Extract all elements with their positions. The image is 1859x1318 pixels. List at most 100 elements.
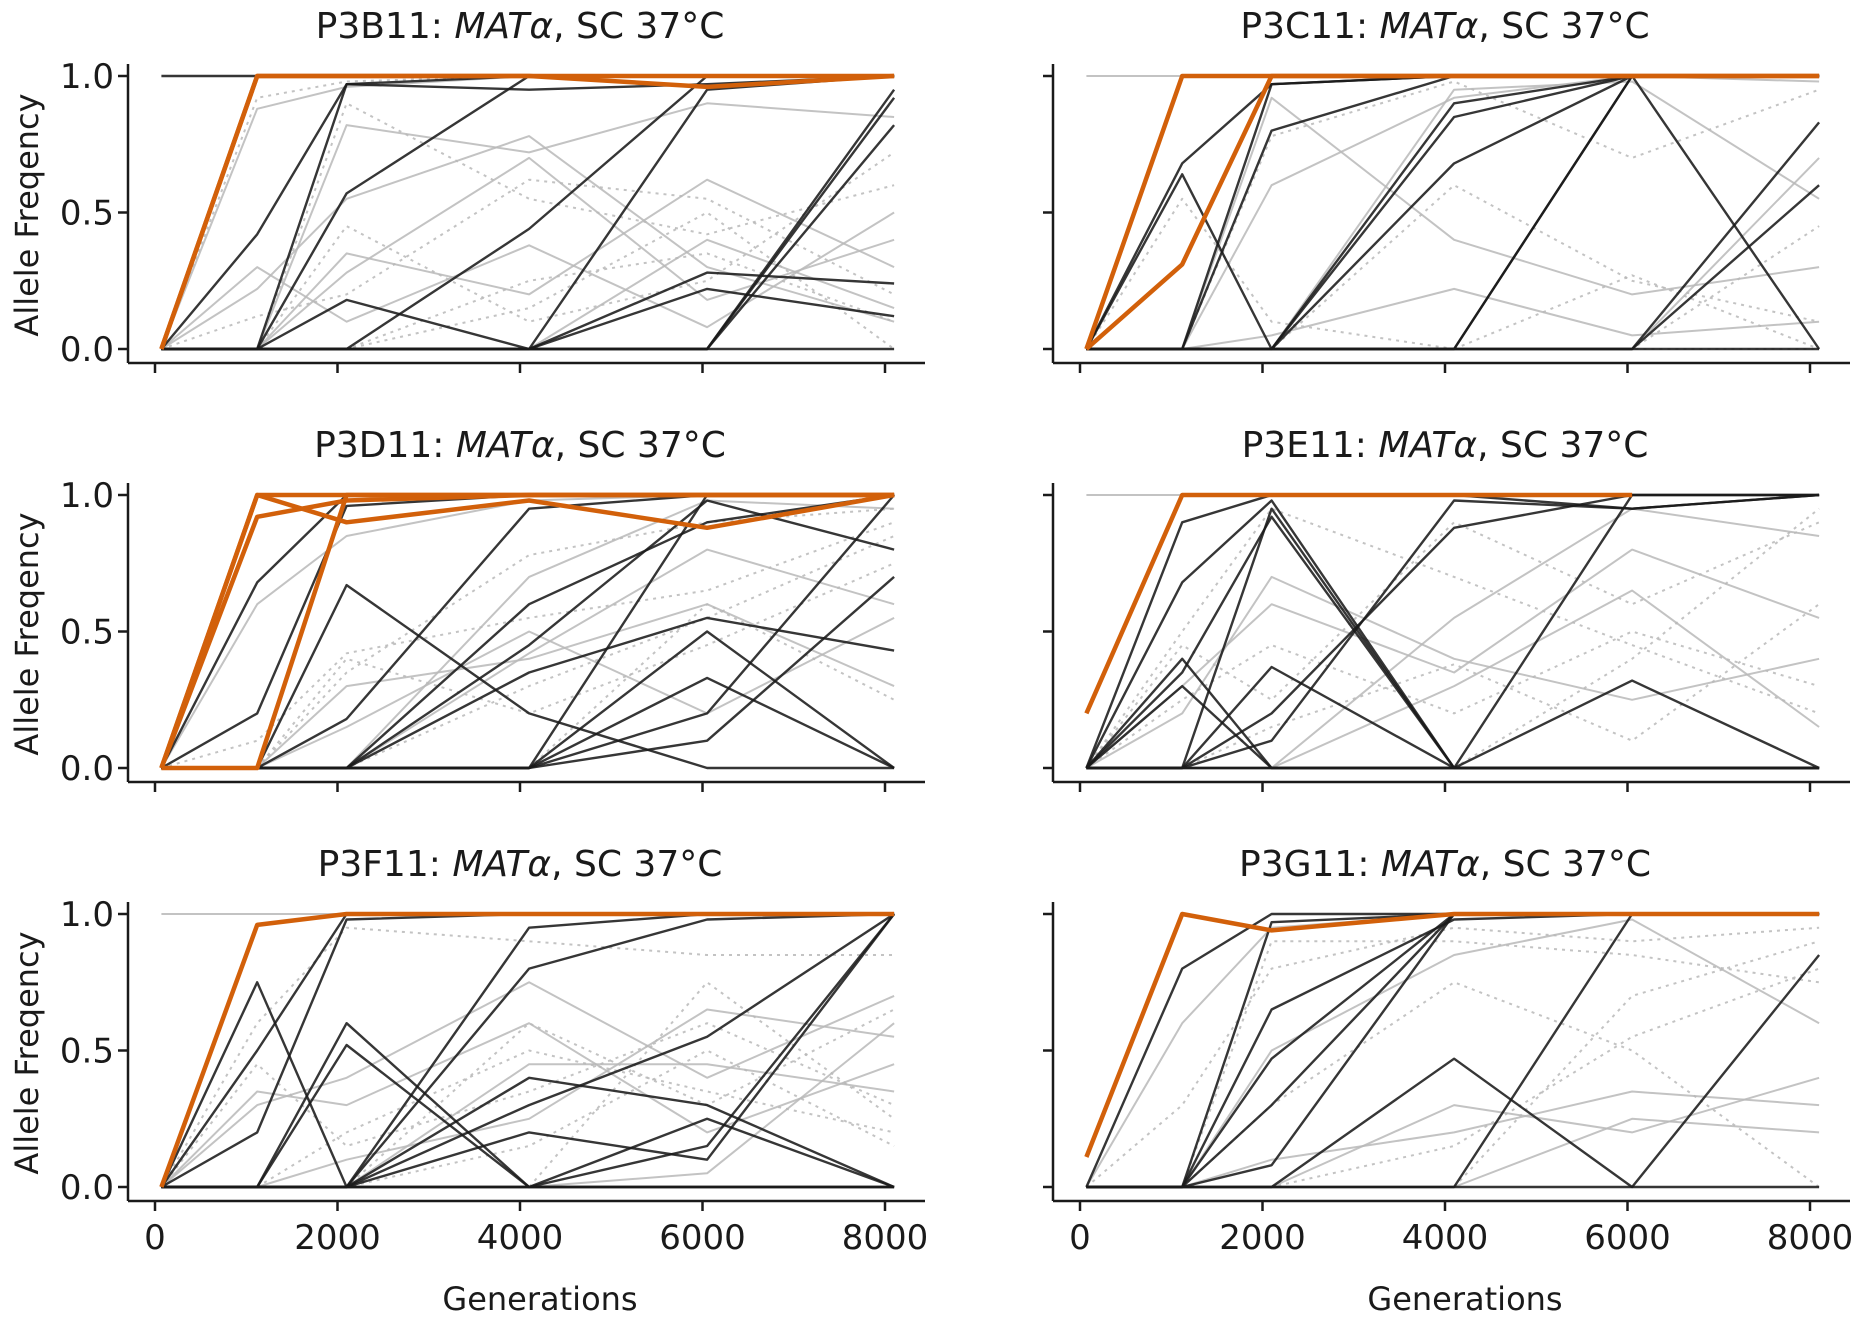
series-light-8 [1086, 507, 1820, 769]
y-axis-label-row-1: Allele Freqency [8, 93, 46, 336]
x-tick-label: 4000 [477, 1218, 564, 1258]
panel-title: P3E11: MATα, SC 37°C [1242, 425, 1649, 466]
panel-title-italic: MATα [452, 844, 551, 885]
panel-title-prefix: P3E11: [1242, 425, 1379, 466]
series-light-6 [161, 535, 895, 769]
panel-title-italic: MATα [1381, 844, 1480, 885]
panel-1: P3B11: MATα, SC 37°C 0.0 0.5 1.0 [60, 6, 925, 373]
panel-title-suffix: , SC 37°C [1478, 6, 1649, 47]
panel-title-prefix: P3D11: [314, 425, 456, 466]
x-tick-label: 8000 [1767, 1218, 1854, 1258]
y-tick-label: 1.0 [60, 895, 114, 935]
series-light-6 [161, 102, 895, 350]
series-dark-10 [161, 1117, 895, 1189]
panel-title: P3C11: MATα, SC 37°C [1240, 6, 1649, 47]
panel-title-prefix: P3C11: [1240, 6, 1379, 47]
series-light-10 [161, 252, 895, 350]
series-light-5 [161, 156, 895, 350]
panel-5: P3F11: MATα, SC 37°C 0.0 0.5 1.0 0 2000 4000 60… [60, 844, 928, 1258]
x-axis-label-right: Generations [1367, 1280, 1562, 1318]
series-light-4 [1086, 981, 1820, 1188]
series-dark-11 [161, 616, 895, 770]
series-highlight-1 [1084, 492, 1633, 715]
series-light-2 [1085, 507, 1820, 769]
panel-title-suffix: , SC 37°C [555, 425, 726, 466]
series-light-9 [1086, 1117, 1820, 1188]
x-tick-label: 6000 [659, 1218, 746, 1258]
y-tick-label: 0.0 [60, 330, 114, 370]
y-axis-label-row-3: Allele Freqency [8, 931, 46, 1174]
series-light-5 [160, 981, 895, 1188]
panel-title-prefix: P3F11: [318, 844, 453, 885]
series-dark-11 [1085, 684, 1820, 770]
panel-title: P3D11: MATα, SC 37°C [314, 425, 726, 466]
x-tick-label: 6000 [1584, 1218, 1671, 1258]
series-light-8 [1086, 274, 1820, 350]
panel-title-italic: MATα [1380, 6, 1479, 47]
series-light-3 [160, 135, 895, 350]
x-tick-label: 0 [144, 1218, 166, 1258]
panel-3: P3D11: MATα, SC 37°C 0.0 0.5 1.0 [60, 425, 925, 792]
series-light-11 [161, 102, 895, 350]
series-light-4 [1085, 521, 1820, 769]
series-dark-3 [161, 583, 895, 770]
series-dark-5 [1086, 507, 1820, 770]
series-light-7 [1086, 589, 1820, 769]
panel-title-suffix: , SC 37°C [1480, 844, 1651, 885]
series-light-10 [1085, 630, 1820, 769]
series-light-5 [1085, 575, 1820, 769]
series-dark-12 [161, 1076, 895, 1189]
series-light-4 [1086, 80, 1820, 350]
y-tick-label: 0.5 [60, 613, 114, 653]
panel-title-suffix: , SC 37°C [553, 6, 724, 47]
series-highlight-2 [159, 73, 895, 350]
series-highlight-1 [1084, 911, 1820, 1158]
series-highlight-1 [159, 911, 895, 1188]
series-light-8 [1086, 940, 1820, 1188]
series-light-5 [161, 617, 895, 769]
series-dark-12 [161, 88, 896, 351]
series-light-4 [160, 1022, 895, 1188]
y-tick-label: 1.0 [60, 476, 114, 516]
x-axis-label-left: Generations [442, 1280, 637, 1318]
panel-title: P3F11: MATα, SC 37°C [318, 844, 723, 885]
x-tick-label: 2000 [294, 1218, 381, 1258]
y-tick-label: 0.5 [60, 1032, 114, 1072]
panel-title-suffix: , SC 37°C [1477, 425, 1648, 466]
panel-2: P3C11: MATα, SC 37°C [1043, 6, 1850, 373]
series-light-2 [160, 75, 895, 350]
panel-title-italic: MATα [456, 425, 555, 466]
series-light-3 [1086, 96, 1820, 350]
series-light-6 [1086, 603, 1820, 769]
series-highlight-4 [159, 492, 895, 769]
series-light-2 [1085, 197, 1820, 350]
series-light-2 [1085, 926, 1820, 1188]
panel-title: P3B11: MATα, SC 37°C [316, 6, 725, 47]
series-light-3 [160, 1022, 895, 1188]
panel-title-prefix: P3B11: [316, 6, 455, 47]
x-tick-label: 2000 [1219, 1218, 1306, 1258]
x-tick-label: 0 [1069, 1218, 1091, 1258]
panel-title: P3G11: MATα, SC 37°C [1239, 844, 1651, 885]
y-tick-label: 1.0 [60, 57, 114, 97]
series-light-9 [161, 1063, 895, 1188]
y-tick-label: 0.0 [60, 749, 114, 789]
y-tick-label: 0.0 [60, 1168, 114, 1208]
panel-4: P3E11: MATα, SC 37°C [1043, 425, 1850, 792]
series-light-5 [1086, 287, 1820, 350]
panel-title-suffix: , SC 37°C [551, 844, 722, 885]
x-tick-label: 8000 [842, 1218, 929, 1258]
panel-title-italic: MATα [1378, 425, 1477, 466]
panel-title-italic: MATα [454, 6, 553, 47]
y-axis-label-row-2: Allele Freqency [8, 512, 46, 755]
panel-6: P3G11: MATα, SC 37°C 0 2000 4000 6000 8000 [1043, 844, 1853, 1258]
y-tick-label: 0.5 [60, 194, 114, 234]
series-light-8 [161, 151, 895, 350]
series-dark-9 [1086, 954, 1821, 1189]
panel-title-prefix: P3G11: [1239, 844, 1381, 885]
series-highlight-2 [1084, 73, 1820, 351]
x-tick-label: 4000 [1402, 1218, 1489, 1258]
series-dark-11 [1086, 184, 1820, 351]
